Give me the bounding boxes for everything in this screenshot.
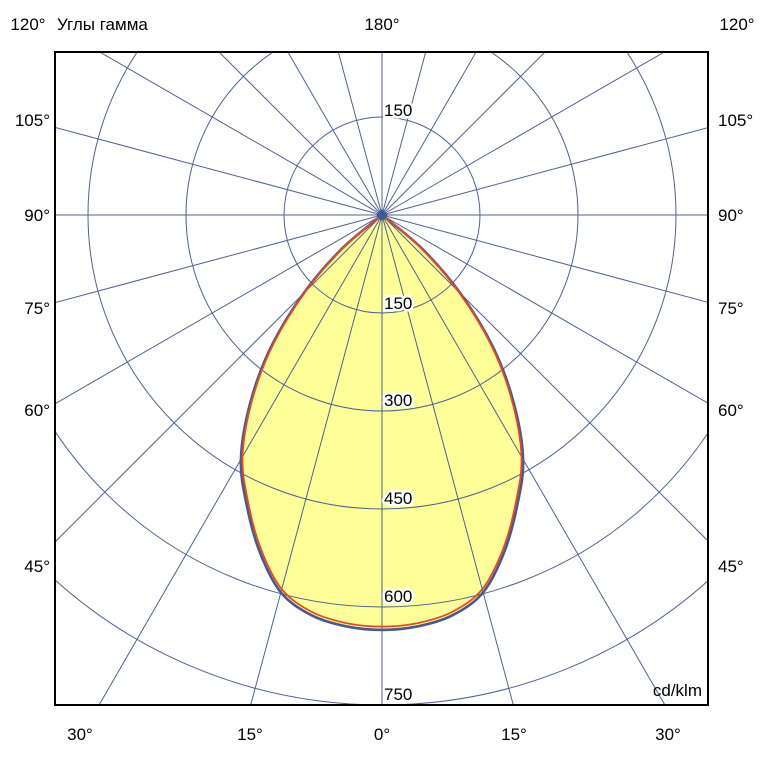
grid-radial-75 [381,214,708,303]
curve-c90-c270 [239,213,525,632]
chart-title: Углы гамма [57,15,148,34]
radial-value-300: 300 [384,391,412,410]
angle-label-105-right: 105° [718,111,753,130]
labels-layer: 120° Углы гамма 180° 120° 105° 90° 75° 6… [10,15,754,744]
angle-label-120-top-right: 120° [719,15,754,34]
grid-radial-60 [381,214,708,404]
angle-label-90-left: 90° [24,206,50,225]
angle-label-45-right: 45° [718,557,744,576]
radial-value-150-top: 150 [384,101,412,120]
grid-radial-315 [55,214,383,543]
chart-frame [54,51,709,706]
grid-radial-255 [55,126,383,216]
grid-radial-120 [381,52,666,216]
grid-radial-285 [55,214,383,304]
unit-label: cd/klm [653,681,702,700]
grid-radial-225 [218,52,383,216]
angle-label-105-left: 105° [15,111,50,130]
angle-label-30-bottom-right: 30° [655,725,681,744]
curve-c0-c180 [241,214,523,628]
radial-value-450: 450 [384,489,412,508]
radial-value-150-lower: 150 [384,294,412,313]
angle-label-60-right: 60° [718,401,744,420]
angle-label-90-right: 90° [718,206,744,225]
grid-radial-150 [381,52,477,216]
pole-marker [376,209,388,221]
angle-label-30-bottom-left: 30° [67,725,93,744]
grid-radial-345 [250,214,383,705]
radial-value-750: 750 [384,685,412,704]
angle-label-75-right: 75° [718,299,744,318]
grid-radial-195 [337,52,383,216]
angle-label-45-left: 45° [24,557,50,576]
grid-radial-30 [381,214,666,705]
pole-diamond-icon [376,209,388,221]
angle-label-15-bottom-left: 15° [237,725,263,744]
radial-value-600: 600 [384,587,412,606]
angle-label-180-top: 180° [364,15,399,34]
angle-label-120-top-left: 120° [10,15,45,34]
angle-label-75-left: 75° [24,299,50,318]
beam-curves [239,213,525,632]
grid-radial-300 [55,214,383,405]
grid-radial-135 [381,52,546,216]
grid-radial-15 [381,214,514,705]
angle-label-60-left: 60° [24,401,50,420]
grid-radial-105 [381,127,708,216]
angle-label-15-bottom-right: 15° [501,725,527,744]
grid-radial-210 [287,52,383,216]
grid-radial-240 [98,52,383,216]
grid-radial-330 [98,214,383,705]
grid-radial-165 [381,52,427,216]
angle-label-0-bottom: 0° [374,725,390,744]
grid-radial-45 [381,214,708,542]
